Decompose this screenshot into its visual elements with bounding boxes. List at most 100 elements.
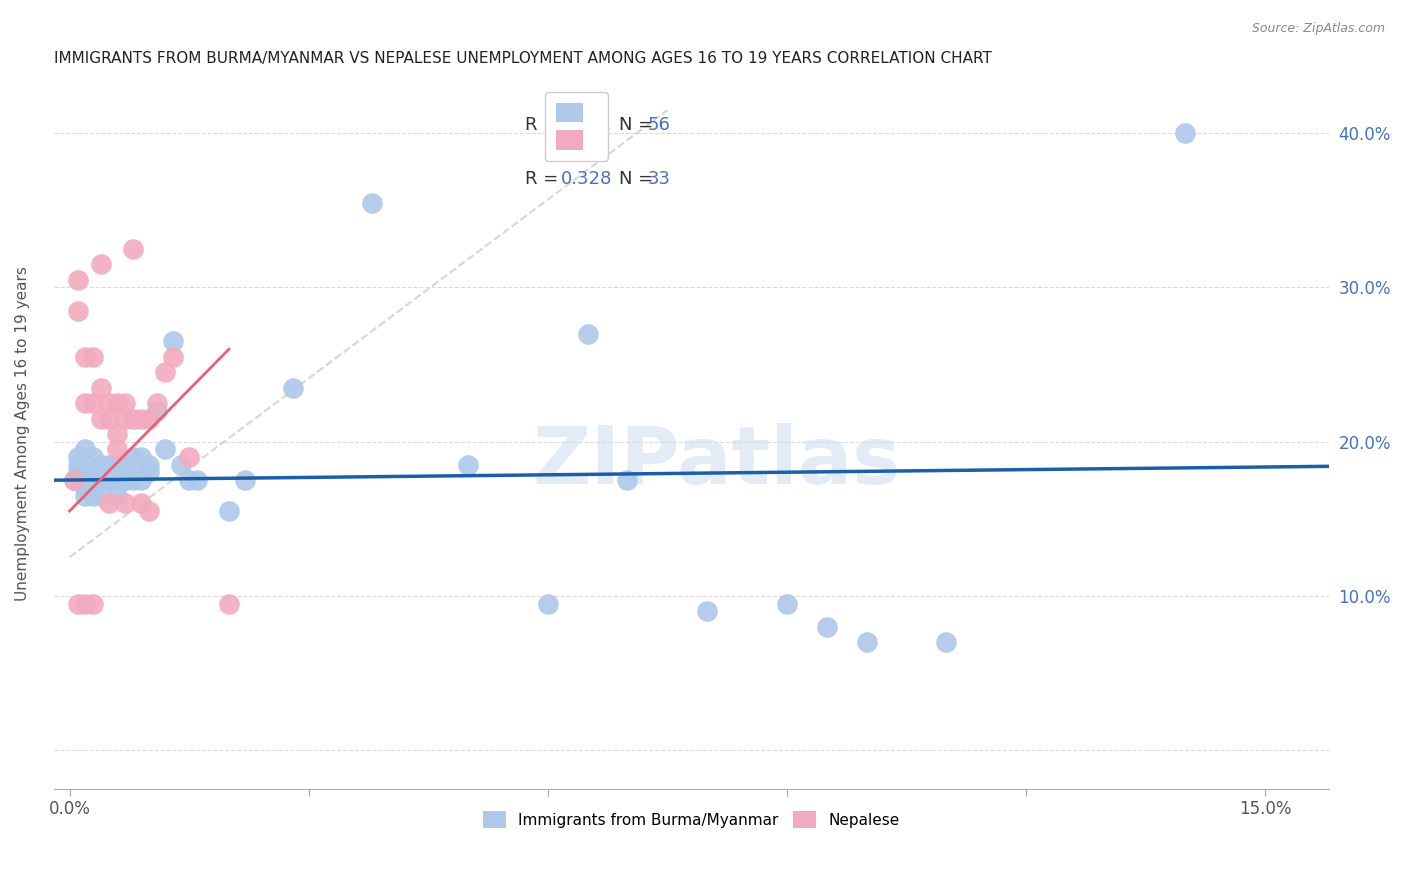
Point bbox=[177, 450, 200, 464]
Point bbox=[82, 597, 104, 611]
Point bbox=[70, 473, 93, 487]
Point bbox=[162, 350, 184, 364]
Text: IMMIGRANTS FROM BURMA/MYANMAR VS NEPALESE UNEMPLOYMENT AMONG AGES 16 TO 19 YEARS: IMMIGRANTS FROM BURMA/MYANMAR VS NEPALES… bbox=[53, 51, 991, 66]
Point bbox=[82, 473, 104, 487]
Text: ZIPatlas: ZIPatlas bbox=[533, 424, 901, 501]
Point bbox=[233, 473, 256, 487]
Point bbox=[129, 411, 152, 425]
Point bbox=[62, 473, 84, 487]
Point bbox=[696, 604, 718, 618]
Point bbox=[218, 597, 240, 611]
Point bbox=[146, 404, 169, 418]
Point bbox=[82, 473, 104, 487]
Point bbox=[105, 396, 128, 410]
Point bbox=[186, 473, 208, 487]
Text: 56: 56 bbox=[648, 117, 671, 135]
Text: 0.328: 0.328 bbox=[561, 169, 613, 187]
Point bbox=[90, 381, 112, 395]
Point bbox=[82, 489, 104, 503]
Point bbox=[122, 242, 145, 256]
Point bbox=[177, 473, 200, 487]
Text: R =: R = bbox=[526, 169, 564, 187]
Point bbox=[75, 466, 97, 480]
Point bbox=[66, 458, 89, 472]
Text: Source: ZipAtlas.com: Source: ZipAtlas.com bbox=[1251, 22, 1385, 36]
Point bbox=[66, 303, 89, 318]
Point bbox=[105, 426, 128, 441]
Point bbox=[153, 442, 176, 457]
Point bbox=[616, 473, 638, 487]
Point bbox=[90, 458, 112, 472]
Point bbox=[105, 458, 128, 472]
Text: R =: R = bbox=[526, 117, 564, 135]
Point bbox=[122, 473, 145, 487]
Point bbox=[105, 473, 128, 487]
Point bbox=[75, 489, 97, 503]
Point bbox=[935, 635, 957, 649]
Text: 0.011: 0.011 bbox=[561, 117, 612, 135]
Point bbox=[855, 635, 877, 649]
Point bbox=[75, 473, 97, 487]
Point bbox=[122, 466, 145, 480]
Point bbox=[98, 496, 121, 510]
Point bbox=[105, 489, 128, 503]
Point bbox=[162, 334, 184, 349]
Point bbox=[90, 257, 112, 271]
Point bbox=[66, 273, 89, 287]
Point bbox=[1174, 126, 1197, 140]
Point bbox=[66, 597, 89, 611]
Point bbox=[98, 411, 121, 425]
Text: 33: 33 bbox=[648, 169, 671, 187]
Point bbox=[75, 442, 97, 457]
Point bbox=[361, 195, 384, 210]
Point bbox=[281, 381, 304, 395]
Point bbox=[138, 458, 160, 472]
Point bbox=[66, 450, 89, 464]
Point bbox=[129, 473, 152, 487]
Point bbox=[75, 350, 97, 364]
Point bbox=[146, 396, 169, 410]
Point bbox=[138, 466, 160, 480]
Point bbox=[75, 396, 97, 410]
Point bbox=[82, 350, 104, 364]
Point bbox=[114, 411, 136, 425]
Point bbox=[114, 473, 136, 487]
Point bbox=[90, 473, 112, 487]
Point bbox=[129, 496, 152, 510]
Legend: Immigrants from Burma/Myanmar, Nepalese: Immigrants from Burma/Myanmar, Nepalese bbox=[477, 805, 905, 834]
Point bbox=[114, 458, 136, 472]
Point bbox=[82, 450, 104, 464]
Point bbox=[114, 473, 136, 487]
Point bbox=[537, 597, 560, 611]
Point bbox=[776, 597, 799, 611]
Point bbox=[122, 450, 145, 464]
Point bbox=[218, 504, 240, 518]
Point bbox=[90, 411, 112, 425]
Point bbox=[122, 411, 145, 425]
Point bbox=[170, 458, 193, 472]
Point bbox=[98, 466, 121, 480]
Point bbox=[138, 504, 160, 518]
Point bbox=[98, 396, 121, 410]
Point bbox=[66, 466, 89, 480]
Point bbox=[75, 597, 97, 611]
Point bbox=[457, 458, 479, 472]
Point bbox=[75, 481, 97, 495]
Point bbox=[62, 473, 84, 487]
Y-axis label: Unemployment Among Ages 16 to 19 years: Unemployment Among Ages 16 to 19 years bbox=[15, 267, 30, 601]
Text: N =: N = bbox=[619, 169, 658, 187]
Point bbox=[82, 396, 104, 410]
Point bbox=[138, 411, 160, 425]
Point bbox=[90, 489, 112, 503]
Point bbox=[105, 442, 128, 457]
Text: N =: N = bbox=[619, 117, 658, 135]
Point bbox=[576, 326, 599, 341]
Point bbox=[815, 620, 838, 634]
Point bbox=[82, 466, 104, 480]
Point bbox=[98, 458, 121, 472]
Point bbox=[98, 473, 121, 487]
Point bbox=[114, 396, 136, 410]
Point bbox=[153, 365, 176, 379]
Point bbox=[114, 496, 136, 510]
Point bbox=[90, 473, 112, 487]
